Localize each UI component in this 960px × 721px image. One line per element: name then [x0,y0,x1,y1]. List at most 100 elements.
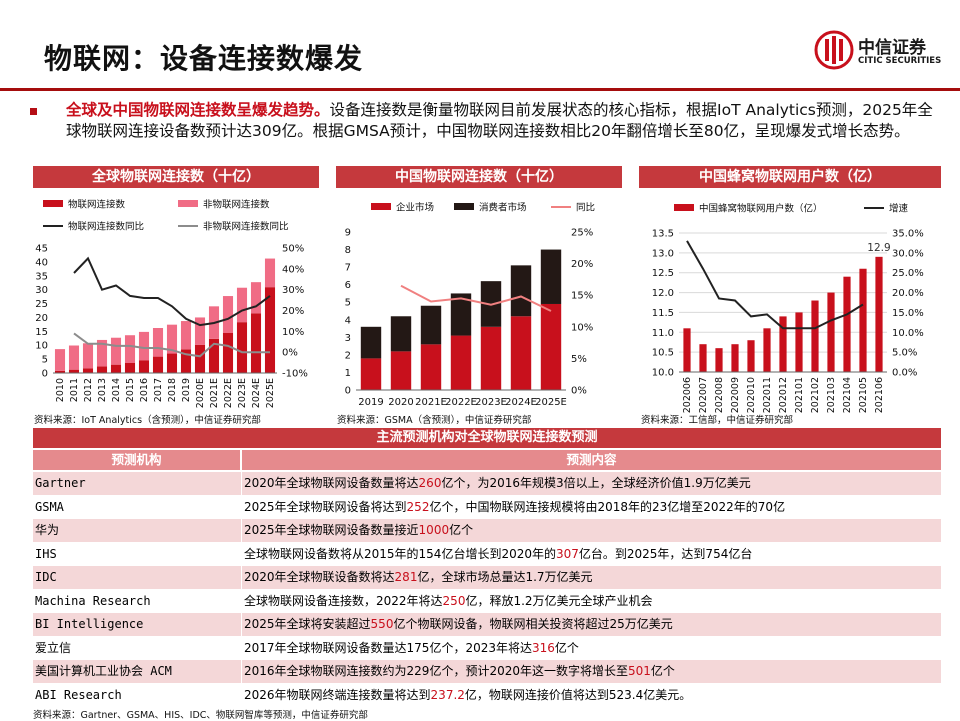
y-tick-label: 40 [35,257,48,268]
chart1-source: 资料来源：IoT Analytics（含预测），中信证券研究部 [34,415,261,426]
bar [222,333,234,373]
org-cell: IDC [35,570,57,584]
bar [540,303,562,390]
bar [152,356,164,373]
legend-swatch [43,200,63,207]
table-row: Machina Research 全球物联网设备连接数，2022年将达250亿，释… [33,589,941,612]
bar [138,360,150,373]
column-header-forecast: 预测内容 [242,450,941,470]
y-tick-label: 35 [35,271,48,282]
y-tick-label: 45 [35,244,48,255]
y2-tick-label: 15% [571,291,593,302]
bar [194,344,206,373]
bar [510,316,532,390]
x-tick-label: 2010 [55,378,66,402]
forecast-cell: 2025年全球物联网设备将达到252亿个，中国物联网连接规模将由2018年的23… [244,499,786,514]
y-tick-label: 7 [345,263,351,274]
x-tick-label: 202104 [842,377,853,413]
intro-paragraph: 全球及中国物联网连接数呈爆发趋势。设备连接数是衡量物联网目前发展状态的核心指标，… [66,100,936,142]
legend-label: 中国蜂窝物联网用户数（亿） [699,203,823,215]
forecast-cell: 2020年全球物联设备数将达281亿，全球市场总量达1.7万亿美元 [244,570,593,584]
y2-tick-label: 30.0% [892,248,924,259]
table-row: 华为 2025年全球物联网设备数量接近1000亿个 [33,519,941,542]
y2-tick-label: 20.0% [892,288,924,299]
bar [540,249,562,304]
company-logo: 中信证券 CITIC SECURITIES [814,30,944,74]
forecast-number: 316 [531,640,555,655]
legend-swatch [454,203,474,210]
y2-tick-label: 10.0% [892,328,924,339]
series-line [73,256,271,327]
table-row: 美国计算机工业协会 ACM 2016年全球物联网连接数约为229亿个，预计2020… [33,660,941,683]
forecast-number: 281 [394,570,418,584]
x-tick-label: 2021E [209,378,220,408]
y-tick-label: 10.5 [652,348,674,359]
bar [180,349,192,373]
bar [110,364,122,373]
column-header-org: 预测机构 [33,450,240,470]
y-tick-label: 25 [35,299,48,310]
bar [420,305,442,345]
bar [420,344,442,390]
y-tick-label: 20 [35,313,48,324]
logo-text-en: CITIC SECURITIES [858,56,942,66]
y-tick-label: 13.5 [652,229,674,240]
y2-tick-label: 30% [282,285,304,296]
forecast-cell: 2017年全球物联网设备数量达175亿个，2023年将达316亿个 [244,640,579,655]
y-tick-label: 12.0 [652,288,674,299]
bar [250,282,262,314]
y2-tick-label: -10% [282,369,308,380]
y2-tick-label: 0% [282,348,298,359]
bar [96,339,108,367]
y-tick-label: 10 [35,341,48,352]
forecast-number: 237.2 [430,687,465,702]
legend-label: 物联网连接数同比 [68,221,144,233]
bar [82,368,94,373]
x-tick-label: 202102 [810,377,821,413]
table-row: 爱立信 2017年全球物联网设备数量达175亿个，2023年将达316亿个 [33,636,941,659]
y-tick-label: 5 [345,298,351,309]
series-line [686,240,864,330]
bar [68,369,80,373]
y-tick-label: 30 [35,285,48,296]
org-cell: IHS [35,546,57,561]
chart3-title: 中国蜂窝物联网用户数（亿） [639,166,941,188]
bar [480,326,502,390]
y-tick-label: 6 [345,280,351,291]
table-row: GSMA 2025年全球物联网设备将达到252亿个，中国物联网连接规模将由2018… [33,495,941,518]
y-tick-label: 4 [345,315,351,326]
x-tick-label: 2025E [265,378,276,408]
bar [360,358,382,390]
y-tick-label: 0 [42,369,48,380]
forecast-number: 250 [442,593,466,608]
x-tick-label: 2011 [69,378,80,402]
bar [360,326,382,359]
bar [390,351,412,390]
x-tick-label: 2022E [223,378,234,408]
forecast-cell: 2016年全球物联网连接数约为229亿个，预计2020年这一数字将增长至501亿… [244,664,675,678]
bar [152,328,164,357]
chart2-title: 中国物联网连接数（十亿） [336,166,622,188]
bar [450,293,472,336]
bar [843,276,851,372]
x-tick-label: 2024E [505,397,537,408]
legend-label: 物联网连接数 [68,199,126,211]
legend-label: 企业市场 [396,202,434,214]
bar [715,348,723,372]
header-divider [0,88,960,91]
y-tick-label: 3 [345,333,351,344]
x-tick-label: 202009 [730,377,741,413]
y-tick-label: 12.5 [652,268,674,279]
bar [124,335,136,363]
x-tick-label: 202106 [874,377,885,413]
bar [264,258,276,288]
forecast-number: 1000 [418,523,450,537]
table-row: IDC 2020年全球物联设备数将达281亿，全球市场总量达1.7万亿美元 [33,566,941,589]
table-row: BI Intelligence 2025年全球将安装超过550亿个物联网设备，物联… [33,613,941,636]
bar [82,343,94,369]
y-tick-label: 11.5 [652,308,674,319]
chart1-title: 全球物联网连接数（十亿） [33,166,319,188]
y-tick-label: 0 [345,386,351,397]
y-tick-label: 5 [42,355,48,366]
